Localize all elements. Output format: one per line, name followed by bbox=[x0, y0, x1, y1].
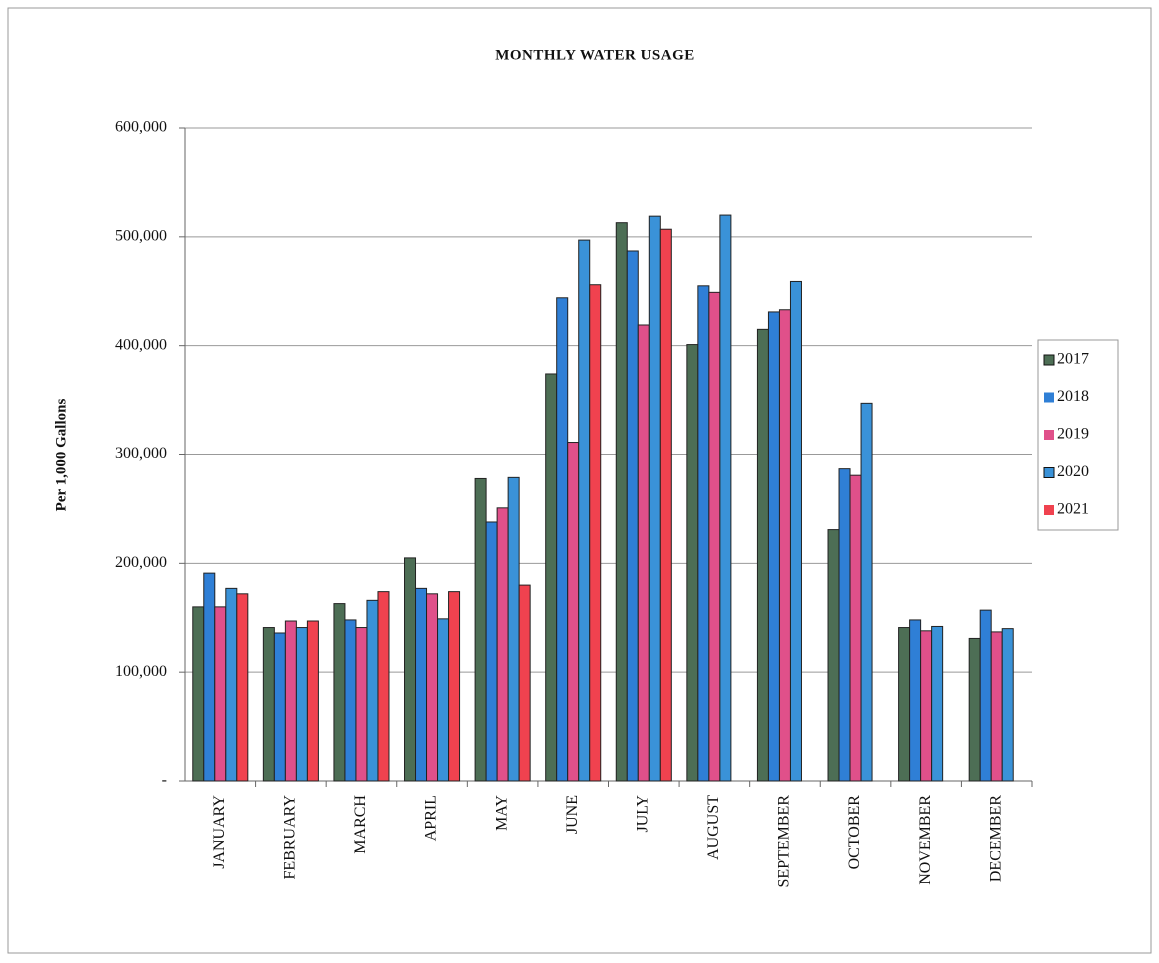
bar bbox=[778, 309, 791, 782]
legend-swatch bbox=[1043, 354, 1055, 366]
bar bbox=[344, 619, 357, 782]
bar bbox=[615, 222, 628, 782]
bar bbox=[708, 291, 721, 782]
bar bbox=[377, 591, 390, 782]
bar bbox=[262, 627, 275, 782]
bar bbox=[626, 250, 639, 782]
bar bbox=[225, 587, 238, 782]
bar bbox=[719, 214, 732, 782]
bar bbox=[474, 477, 487, 782]
legend-label: 2017 bbox=[1057, 351, 1089, 368]
x-tick-label: OCTOBER bbox=[846, 795, 863, 870]
legend-label: 2018 bbox=[1057, 388, 1089, 405]
x-tick-label: NOVEMBER bbox=[917, 795, 934, 885]
bar bbox=[1001, 628, 1014, 782]
bar bbox=[648, 215, 661, 782]
bar bbox=[838, 468, 851, 782]
legend-swatch bbox=[1044, 505, 1054, 515]
bar bbox=[507, 476, 520, 782]
x-tick-label: JULY bbox=[634, 795, 651, 833]
x-tick-label: DECEMBER bbox=[987, 795, 1004, 882]
x-tick-label: AUGUST bbox=[705, 795, 722, 860]
x-tick-label: FEBRUARY bbox=[282, 795, 299, 880]
bar bbox=[485, 521, 498, 782]
bar bbox=[306, 620, 319, 782]
bar bbox=[366, 599, 379, 782]
bar bbox=[637, 324, 650, 782]
bar bbox=[789, 280, 802, 782]
bar bbox=[273, 632, 286, 782]
y-tick-label: - bbox=[162, 772, 167, 789]
bar bbox=[295, 627, 308, 782]
y-tick-label: 300,000 bbox=[115, 445, 167, 462]
bar bbox=[578, 239, 591, 782]
bar bbox=[448, 591, 461, 782]
y-tick-label: 400,000 bbox=[115, 336, 167, 353]
bar bbox=[333, 603, 346, 782]
bar bbox=[767, 311, 780, 782]
y-tick-label: 500,000 bbox=[115, 228, 167, 245]
x-tick-label: APRIL bbox=[423, 795, 440, 841]
bar bbox=[236, 593, 249, 782]
y-tick-label: 200,000 bbox=[115, 554, 167, 571]
bar bbox=[518, 584, 531, 782]
bar bbox=[909, 619, 922, 782]
bar bbox=[990, 631, 1003, 782]
x-tick-label: MAY bbox=[493, 795, 510, 831]
bar bbox=[426, 593, 439, 782]
bar bbox=[545, 373, 558, 782]
bar bbox=[968, 637, 981, 782]
bar bbox=[415, 587, 428, 782]
x-tick-label: JANUARY bbox=[211, 795, 228, 869]
y-tick-label: 100,000 bbox=[115, 663, 167, 680]
legend-label: 2021 bbox=[1057, 501, 1089, 518]
legend-label: 2019 bbox=[1057, 426, 1089, 443]
bar bbox=[920, 630, 933, 782]
bar bbox=[849, 474, 862, 782]
bar bbox=[686, 344, 699, 782]
x-tick-label: MARCH bbox=[352, 795, 369, 854]
bar bbox=[437, 618, 450, 782]
y-tick-label: 600,000 bbox=[115, 119, 167, 136]
bar bbox=[898, 627, 911, 782]
bar bbox=[404, 557, 417, 782]
bar bbox=[214, 606, 227, 782]
legend-label: 2020 bbox=[1057, 463, 1089, 480]
chart-title: MONTHLY WATER USAGE bbox=[495, 47, 695, 63]
legend-swatch bbox=[1044, 392, 1054, 403]
bar bbox=[756, 328, 769, 782]
legend-swatch bbox=[1044, 430, 1054, 440]
bar bbox=[827, 529, 840, 782]
chart-border bbox=[7, 7, 1152, 954]
bar bbox=[697, 285, 710, 782]
bar bbox=[496, 507, 509, 782]
x-tick-label: JUNE bbox=[564, 795, 581, 834]
bar bbox=[979, 609, 992, 782]
bar bbox=[860, 402, 873, 782]
bar bbox=[659, 228, 672, 782]
bar bbox=[567, 442, 580, 782]
legend-swatch bbox=[1043, 467, 1055, 478]
bar bbox=[556, 297, 569, 782]
bar bbox=[355, 627, 368, 782]
bar bbox=[931, 625, 944, 782]
bar bbox=[192, 606, 205, 782]
y-axis-label: Per 1,000 Gallons bbox=[53, 399, 69, 512]
x-tick-label: SEPTEMBER bbox=[776, 795, 793, 888]
bar bbox=[589, 284, 602, 782]
bar bbox=[203, 572, 216, 782]
bar bbox=[284, 620, 297, 782]
